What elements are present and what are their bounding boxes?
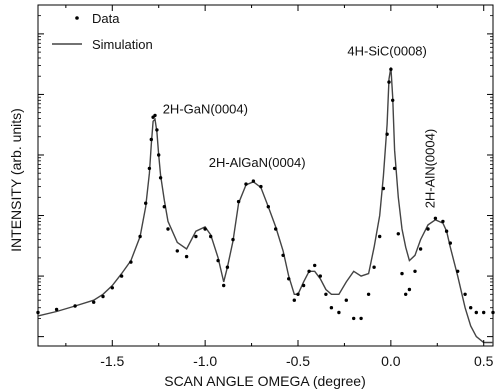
data-point: [307, 269, 311, 273]
data-point: [337, 310, 341, 315]
data-point: [166, 227, 170, 231]
peak-label: 2H-GaN(0004): [163, 101, 248, 116]
legend-data-label: Data: [92, 11, 120, 26]
data-point: [175, 249, 179, 253]
data-point: [418, 247, 423, 251]
data-point: [444, 229, 449, 233]
x-axis-ticks: -1.5 -1.0 -0.5 0.0 0.5: [65, 5, 494, 369]
data-point: [404, 292, 408, 296]
y-axis-ticks: [38, 4, 493, 338]
data-point: [366, 292, 371, 296]
data-point: [157, 153, 161, 157]
data-point: [209, 234, 213, 239]
simulation-line: [37, 67, 493, 344]
data-point: [144, 201, 148, 205]
data-point: [469, 306, 473, 310]
data-point: [329, 306, 334, 310]
data-point: [138, 234, 142, 239]
data-point: [203, 227, 207, 231]
legend-data-marker: [75, 16, 79, 20]
data-point: [389, 67, 393, 72]
data-point: [381, 186, 386, 191]
peak-label: 2H-AlGaN(0004): [209, 155, 306, 170]
data-point: [387, 80, 391, 84]
plot-area: [37, 4, 494, 347]
simulation-series: [37, 67, 493, 344]
x-tick-label: -1.5: [100, 353, 124, 369]
data-point: [407, 287, 412, 292]
y-axis-title: INTENSITY (arb. units): [8, 108, 24, 252]
legend-simulation-label: Simulation: [92, 37, 153, 52]
data-point: [244, 182, 248, 186]
data-point: [231, 237, 235, 242]
peak-label: 4H-SiC(0008): [347, 43, 426, 58]
data-point: [36, 310, 40, 315]
data-point: [101, 294, 105, 299]
data-point: [392, 166, 397, 171]
data-point: [456, 269, 460, 273]
data-point: [222, 283, 226, 288]
data-point: [147, 166, 152, 171]
x-tick-label: -0.5: [286, 353, 310, 369]
data-point: [158, 176, 163, 180]
data-point: [225, 265, 230, 269]
data-point: [184, 254, 189, 259]
data-point: [153, 113, 157, 118]
data-point: [92, 300, 96, 304]
data-point: [216, 258, 220, 263]
data-point: [372, 265, 376, 269]
data-point: [313, 263, 317, 268]
data-point: [251, 179, 256, 183]
data-point: [259, 184, 263, 189]
data-point: [413, 269, 417, 273]
data-point: [463, 292, 467, 296]
data-point: [441, 219, 445, 224]
data-point: [482, 310, 486, 315]
data-point: [162, 205, 166, 209]
data-point: [318, 274, 322, 278]
data-point: [491, 310, 495, 315]
peak-labels: 2H-GaN(0004) 2H-AlGaN(0004) 4H-SiC(0008) 2H…: [163, 43, 438, 208]
data-point: [474, 310, 478, 315]
data-point: [110, 286, 115, 290]
data-point: [54, 307, 59, 312]
data-point: [344, 298, 348, 302]
data-point: [324, 292, 328, 296]
data-point: [301, 283, 306, 288]
data-point: [433, 216, 438, 220]
data-point: [400, 271, 404, 276]
data-point: [155, 128, 159, 132]
data-point: [426, 227, 430, 231]
data-point: [391, 98, 395, 103]
x-tick-label: 0.5: [474, 353, 494, 369]
data-point: [385, 132, 389, 136]
data-point: [378, 234, 382, 239]
data-point: [129, 260, 133, 264]
data-series: [36, 67, 495, 321]
data-point: [236, 199, 241, 204]
x-axis-title: SCAN ANGLE OMEGA (degree): [164, 373, 366, 389]
peak-label: 2H-AlN(0004): [423, 129, 438, 208]
data-point: [352, 316, 356, 321]
data-point: [396, 232, 400, 236]
data-point: [359, 316, 363, 321]
data-point: [73, 304, 77, 308]
data-point: [281, 253, 285, 257]
data-point: [448, 241, 452, 245]
data-point: [274, 227, 278, 231]
data-point: [119, 274, 124, 278]
data-point: [287, 277, 291, 281]
data-point: [266, 205, 270, 209]
x-tick-label: -1.0: [193, 353, 217, 369]
data-point: [149, 137, 153, 142]
x-tick-label: 0.0: [381, 353, 401, 369]
data-point: [296, 292, 300, 296]
data-point: [194, 234, 198, 239]
data-point: [292, 298, 296, 302]
legend: Data Simulation: [52, 11, 153, 52]
